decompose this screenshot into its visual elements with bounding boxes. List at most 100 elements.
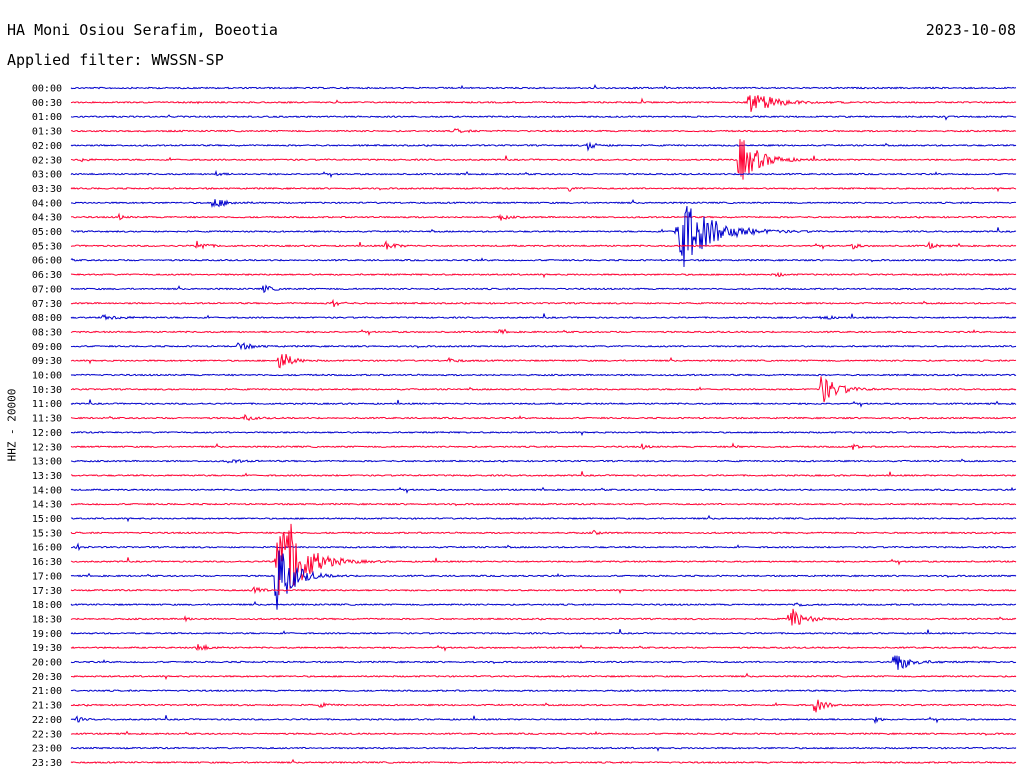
trace-row-0430 [70,212,1017,221]
row-label-0800: 08:00 [32,313,62,324]
filter-label: Applied filter: WWSSN-SP [7,51,224,69]
row-label-1030: 10:30 [32,385,62,396]
trace-row-0400 [70,199,1017,209]
trace-row-1400 [70,486,1017,494]
row-label-1500: 15:00 [32,514,62,525]
trace-row-1030 [70,376,1017,403]
row-label-0900: 09:00 [32,342,62,353]
row-label-1830: 18:30 [32,614,62,625]
row-label-0400: 04:00 [32,198,62,209]
trace-row-1730 [70,586,1017,595]
trace-row-0630 [70,271,1017,279]
row-label-0030: 00:30 [32,98,62,109]
row-label-2230: 22:30 [32,729,62,740]
trace-row-1600 [70,542,1017,552]
row-label-0930: 09:30 [32,356,62,367]
time-labels: 00:00 00:30 01:00 01:30 02:00 02:30 03:00 03:30… [32,84,62,769]
trace-row-2030 [70,672,1017,681]
trace-row-2200 [70,715,1017,725]
row-label-0330: 03:30 [32,184,62,195]
trace-row-0930 [70,353,1017,369]
trace-row-0900 [70,342,1017,351]
trace-row-0300 [70,169,1017,179]
trace-row-1200 [70,431,1017,437]
trace-row-1500 [70,514,1017,523]
row-label-1130: 11:30 [32,414,62,425]
trace-row-1130 [70,413,1017,422]
trace-row-2230 [70,730,1017,736]
row-label-2100: 21:00 [32,686,62,697]
trace-row-1000 [70,373,1017,377]
station-title: HA Moni Osiou Serafim, Boeotia [7,21,278,39]
row-label-1230: 12:30 [32,442,62,453]
row-label-1800: 18:00 [32,600,62,611]
trace-row-2330 [70,758,1017,764]
trace-row-1900 [70,629,1017,635]
row-label-2030: 20:30 [32,672,62,683]
trace-row-1630 [70,523,1017,596]
row-label-2300: 23:00 [32,744,62,755]
trace-row-0030 [70,95,1017,112]
trace-row-1800 [70,600,1017,607]
row-label-0700: 07:00 [32,284,62,295]
row-label-0100: 01:00 [32,112,62,123]
row-label-0500: 05:00 [32,227,62,238]
row-label-0730: 07:30 [32,299,62,310]
row-label-0130: 01:30 [32,127,62,138]
trace-row-0000 [70,84,1017,90]
trace-row-0500 [70,206,1017,267]
trace-row-1230 [70,442,1017,450]
trace-row-1330 [70,471,1017,477]
trace-row-2000 [70,655,1017,670]
trace-row-0730 [70,298,1017,308]
trace-row-1430 [70,502,1017,507]
row-label-1430: 14:30 [32,500,62,511]
trace-row-0530 [70,240,1017,250]
row-label-1700: 17:00 [32,571,62,582]
row-label-1630: 16:30 [32,557,62,568]
trace-row-0700 [70,284,1017,294]
row-label-2200: 22:00 [32,715,62,726]
trace-row-0130 [70,128,1017,134]
row-label-0830: 08:30 [32,327,62,338]
row-label-0230: 02:30 [32,155,62,166]
row-label-2000: 20:00 [32,658,62,669]
trace-row-0600 [70,257,1017,263]
row-label-1200: 12:00 [32,428,62,439]
row-label-0600: 06:00 [32,256,62,267]
trace-row-1700 [70,550,1017,610]
row-label-1100: 11:00 [32,399,62,410]
trace-row-0200 [70,141,1017,152]
trace-row-0330 [70,186,1017,193]
record-date: 2023-10-08 [925,21,1016,39]
row-label-0000: 00:00 [32,84,62,95]
trace-row-2130 [70,699,1017,713]
row-label-1330: 13:30 [32,471,62,482]
row-label-0430: 04:30 [32,213,62,224]
row-label-1730: 17:30 [32,586,62,597]
row-label-1300: 13:00 [32,457,62,468]
trace-row-1930 [70,643,1017,652]
trace-row-1100 [70,399,1017,408]
row-label-1900: 19:00 [32,629,62,640]
row-label-1600: 16:00 [32,543,62,554]
row-label-0300: 03:00 [32,170,62,181]
row-label-0630: 06:30 [32,270,62,281]
row-label-1930: 19:30 [32,643,62,654]
row-label-1400: 14:00 [32,485,62,496]
trace-row-0230 [70,139,1017,180]
trace-row-2300 [70,746,1017,752]
trace-row-0800 [70,313,1017,321]
row-label-1530: 15:30 [32,528,62,539]
trace-row-0830 [70,328,1017,337]
row-label-0530: 05:30 [32,241,62,252]
trace-row-1300 [70,458,1017,464]
trace-row-2100 [70,689,1017,693]
row-label-2330: 23:30 [32,758,62,769]
row-label-2130: 21:30 [32,701,62,712]
row-label-0200: 02:00 [32,141,62,152]
row-label-1000: 10:00 [32,371,62,382]
trace-row-0100 [70,114,1017,121]
seismic-traces [70,84,1017,764]
